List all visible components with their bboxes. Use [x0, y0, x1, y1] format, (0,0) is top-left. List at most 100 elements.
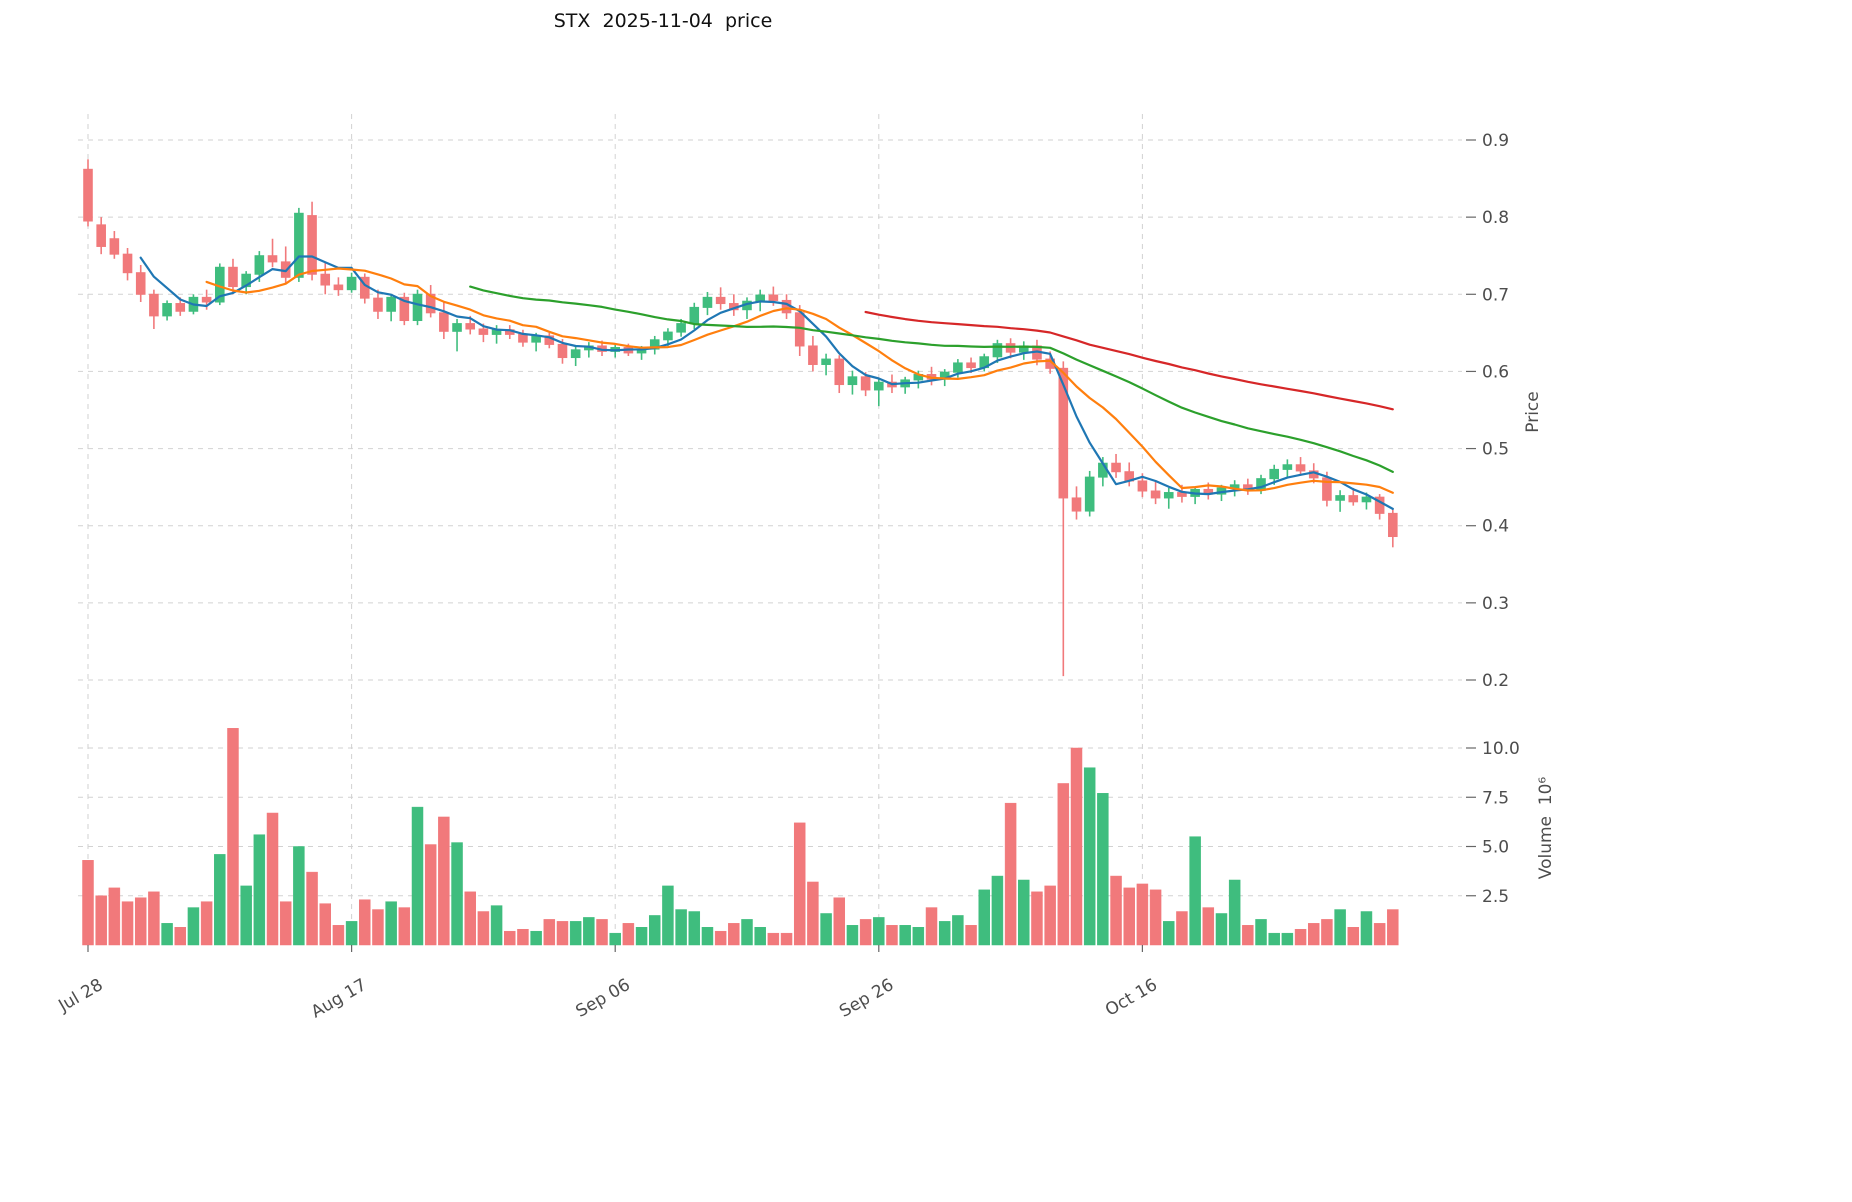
volume-bar [359, 899, 371, 946]
candle-body [1058, 367, 1069, 499]
volume-bar [517, 928, 529, 946]
volume-bar [477, 911, 490, 946]
candle-body [570, 349, 581, 359]
candle [346, 272, 357, 293]
volume-bar [728, 923, 740, 946]
volume-bar [121, 901, 134, 946]
candle [149, 289, 159, 329]
volume-bar [543, 919, 556, 946]
candle-body [557, 343, 568, 359]
volume-bar [820, 913, 832, 946]
volume-bar [662, 885, 674, 946]
volume-bar [411, 806, 424, 946]
volume-bar [398, 907, 411, 946]
candle [900, 376, 910, 394]
candle [1374, 494, 1385, 520]
volume-bar [1097, 793, 1109, 946]
price-tick-label: 0.3 [1482, 594, 1509, 614]
volume-bar [345, 921, 358, 946]
candle-body [1295, 464, 1306, 472]
volume-bar [991, 875, 1004, 946]
volume-bar [1136, 883, 1149, 946]
candle [359, 273, 370, 304]
candle-body [478, 328, 489, 335]
candle-body [1111, 462, 1121, 473]
candle [544, 332, 555, 349]
price-tick-label: 0.7 [1482, 285, 1509, 305]
candle-body [834, 358, 845, 386]
volume-tick-label: 7.5 [1482, 788, 1509, 808]
candle [834, 355, 845, 394]
chart-title: STX 2025-11-04 price [553, 10, 773, 32]
volume-bar [583, 917, 595, 946]
volume-bar [1294, 928, 1307, 946]
candle-body [83, 168, 93, 222]
candle [439, 302, 449, 340]
candle [109, 231, 120, 259]
candle [1163, 487, 1174, 509]
volume-bar [240, 885, 252, 946]
volume-bar [1215, 913, 1228, 946]
volume-bar [1083, 767, 1096, 946]
volume-bar [609, 932, 621, 946]
candle [320, 261, 331, 295]
volume-bar [490, 905, 503, 946]
volume-bar [859, 919, 872, 946]
volume-bar [1268, 932, 1280, 946]
volume-tick-label: 5.0 [1482, 838, 1509, 858]
candle [992, 339, 1003, 363]
volume-bar [1373, 923, 1386, 946]
candle-body [425, 293, 436, 314]
volume-bar [622, 923, 635, 946]
volume-bar [293, 846, 305, 946]
candle-body [333, 284, 344, 291]
candle [1282, 459, 1293, 478]
price-tick-label: 0.4 [1482, 517, 1509, 537]
volume-bar [200, 901, 213, 946]
candle-body [808, 345, 818, 365]
volume-bar [1189, 836, 1201, 946]
candle [1058, 361, 1069, 677]
candle [1124, 462, 1135, 487]
candle-body [162, 303, 172, 317]
volume-bar [1176, 911, 1188, 946]
volume-bar [1149, 889, 1162, 946]
volume-bar [741, 919, 753, 946]
candle-body [1348, 495, 1359, 503]
candle-body [1282, 464, 1293, 470]
volume-bar [886, 925, 898, 946]
candle-body [307, 215, 317, 275]
volume-bar [873, 917, 885, 946]
volume-bar [1321, 919, 1333, 946]
x-tick-label: Jul 28 [54, 975, 106, 1017]
volume-bar [279, 901, 292, 946]
candle-body [135, 272, 146, 295]
ma-60-line [864, 310, 1394, 411]
volume-bar [938, 921, 951, 946]
volume-bar [1031, 891, 1043, 946]
volume-bar [899, 925, 911, 946]
candle [742, 297, 752, 319]
candle [267, 238, 278, 268]
ma-10-line [205, 267, 1394, 494]
volume-tick-label: 10.0 [1482, 739, 1520, 759]
candle-body [1374, 496, 1385, 514]
volume-bar [925, 907, 938, 946]
price-tick-label: 0.8 [1482, 208, 1509, 228]
volume-bar [807, 881, 819, 946]
candle [1348, 487, 1359, 506]
candle [1150, 480, 1161, 505]
x-tick-label: Sep 06 [573, 975, 634, 1022]
volume-bar [1334, 909, 1346, 946]
candle [702, 291, 713, 316]
candle-body [1335, 495, 1345, 501]
candle [1295, 457, 1306, 476]
volume-bar [1255, 919, 1267, 946]
volume-bar [95, 895, 107, 946]
candle-body [386, 296, 396, 312]
candle [1388, 507, 1398, 548]
candle [1111, 453, 1121, 478]
candle [373, 289, 383, 319]
